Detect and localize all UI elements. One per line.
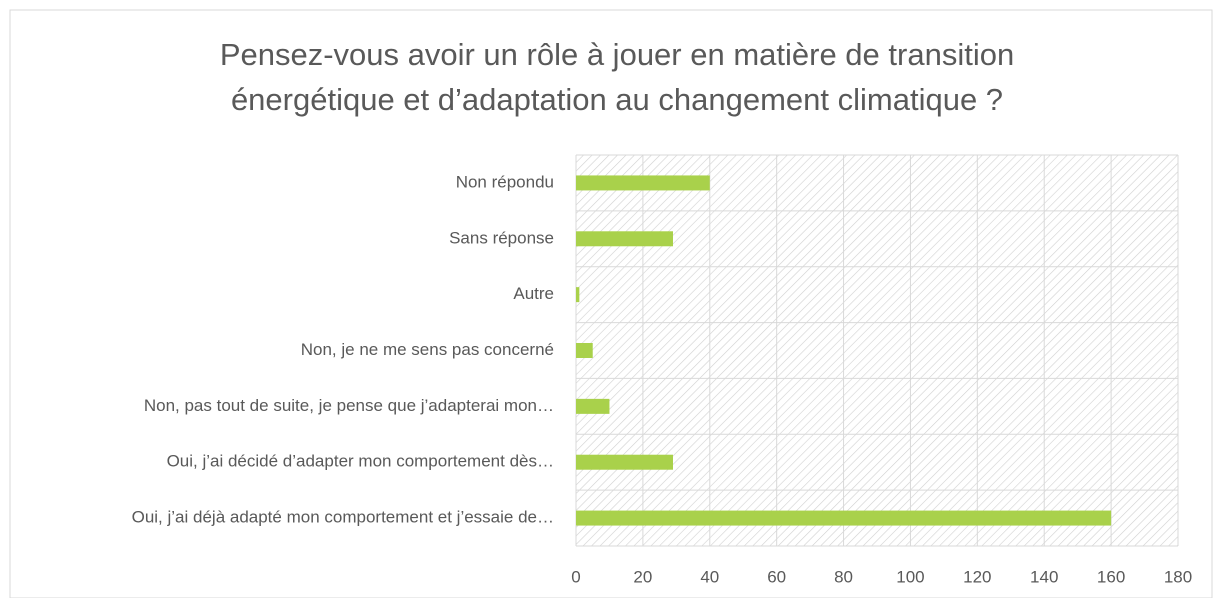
x-tick-label: 180 (1164, 567, 1192, 586)
x-tick-label: 40 (700, 567, 719, 586)
bar (576, 175, 710, 191)
x-tick-label: 80 (834, 567, 853, 586)
bar (576, 510, 1112, 526)
x-tick-label: 160 (1097, 567, 1125, 586)
bar (576, 231, 673, 247)
y-tick-label: Oui, j’ai décidé d’adapter mon comportem… (167, 452, 554, 471)
y-tick-label: Non, pas tout de suite, je pense que j’a… (144, 396, 554, 415)
y-tick-label: Oui, j’ai déjà adapté mon comportement e… (132, 508, 554, 527)
x-tick-label: 0 (571, 567, 580, 586)
x-tick-label: 20 (633, 567, 652, 586)
x-tick-label: 60 (767, 567, 786, 586)
bar (576, 454, 673, 470)
plot-area (576, 155, 1178, 546)
x-tick-label: 120 (963, 567, 991, 586)
y-tick-label: Autre (513, 284, 554, 303)
y-tick-label: Non répondu (456, 172, 554, 191)
bar (576, 398, 610, 414)
y-tick-label: Non, je ne me sens pas concerné (301, 340, 554, 359)
y-tick-label: Sans réponse (449, 228, 554, 247)
x-tick-label: 100 (896, 567, 924, 586)
bar (576, 343, 593, 358)
chart-title: Pensez-vous avoir un rôle à jouer en mat… (220, 37, 1014, 72)
bar (576, 287, 580, 303)
chart-border (9, 9, 1213, 598)
chart-title: énergétique et d’adaptation au changemen… (231, 82, 1003, 117)
x-tick-label: 140 (1030, 567, 1058, 586)
